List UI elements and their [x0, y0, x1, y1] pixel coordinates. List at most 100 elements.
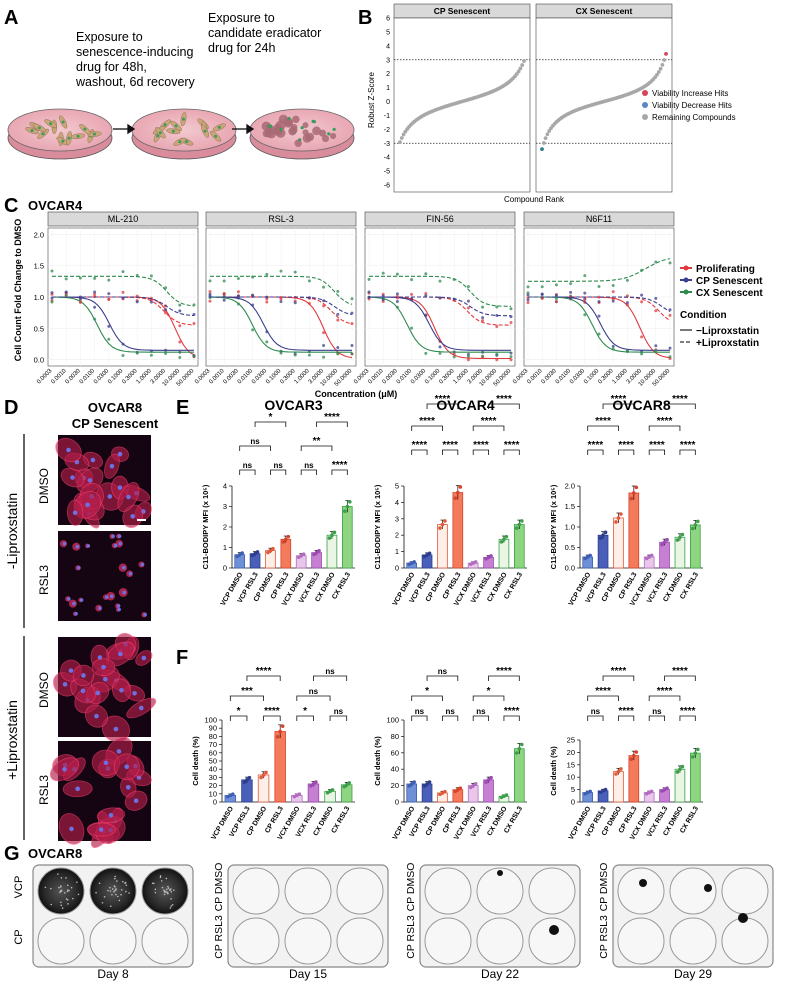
replicate-point	[693, 523, 698, 527]
d-title: OVCAR8	[88, 400, 142, 415]
facet-label: ML-210	[108, 214, 139, 224]
replicate-point	[649, 553, 654, 558]
replicate-point	[438, 526, 442, 530]
significance-bracket	[300, 445, 333, 451]
dose-response-curve	[52, 296, 195, 317]
data-point	[625, 301, 629, 305]
svg-text:Proliferating: Proliferating	[696, 264, 755, 275]
replicate-point	[468, 785, 473, 790]
data-point	[597, 295, 601, 299]
colony-speck	[60, 876, 63, 879]
well	[721, 867, 769, 915]
replicate-point	[255, 550, 260, 554]
cell-nucleus	[61, 139, 65, 143]
data-point	[236, 294, 240, 298]
y-tick-label: 20	[209, 781, 217, 790]
significance-label: ****	[595, 686, 611, 697]
colony-speck	[114, 889, 116, 892]
data-point	[395, 292, 399, 296]
colony-speck	[154, 891, 157, 894]
y-tick-label: 80	[391, 732, 399, 741]
significance-bracket	[679, 715, 696, 721]
culture-dish	[249, 108, 355, 160]
data-point	[583, 298, 587, 302]
significance-bracket	[648, 449, 665, 455]
data-point	[93, 317, 97, 321]
colony-speck	[58, 886, 60, 889]
data-point	[640, 300, 644, 304]
significance-bracket	[263, 715, 281, 721]
facet-strip	[47, 211, 199, 227]
arrows	[113, 123, 255, 135]
data-point	[611, 297, 615, 301]
replicate-point	[649, 789, 654, 794]
y-tick-label: 1	[223, 543, 227, 552]
replicate-point	[588, 553, 592, 558]
significance-label: ****	[649, 440, 665, 451]
significance-bracket	[296, 695, 331, 701]
row-label: CP RSL3	[213, 915, 225, 959]
data-point	[625, 303, 629, 307]
colony-speck	[168, 889, 171, 891]
data-point	[654, 349, 658, 353]
significance-bracket	[331, 469, 348, 475]
replicate-point	[317, 549, 321, 553]
cell-debris	[305, 132, 315, 142]
y-tick-label: 2	[223, 523, 227, 532]
replicate-point	[332, 530, 337, 535]
colony-speck	[111, 888, 114, 890]
compound-point	[399, 136, 404, 140]
significance-bracket	[602, 403, 635, 409]
data-point	[336, 352, 340, 356]
replicate-point	[342, 784, 346, 789]
colony-speck	[65, 877, 67, 879]
colony-speck	[120, 889, 123, 891]
y-tick-label: 4	[395, 498, 399, 507]
cell-debris	[302, 122, 309, 129]
data-point	[192, 312, 196, 316]
panel-g: G OVCAR8 VCP CP Day 8 Day 15 CP DMSO CP RSL…	[4, 843, 774, 981]
replicate-point	[473, 781, 478, 786]
replicate-point	[504, 793, 509, 797]
d-row-label: RSL3	[37, 775, 51, 805]
crystal-violet-plates: Day 8 Day 15 CP DMSO CP RSL3 Day 22 CP DMSO CP…	[32, 863, 774, 981]
bar	[257, 774, 270, 803]
replicate-point	[601, 533, 605, 537]
data-point	[178, 303, 182, 307]
g-title: OVCAR8	[28, 846, 82, 861]
cell-nucleus	[279, 128, 283, 132]
replicate-point	[520, 742, 524, 747]
replicate-point	[675, 770, 680, 774]
day-label: Day 8	[97, 967, 129, 981]
data-point	[438, 279, 442, 283]
colony-speck	[116, 880, 118, 882]
cell-nucleus	[332, 127, 336, 131]
compound-point	[401, 132, 406, 137]
well	[424, 867, 472, 915]
y-tick-label: 0.5	[565, 543, 575, 552]
data-point	[121, 353, 125, 357]
legend-dot	[642, 90, 648, 96]
panel-c: C OVCAR4 0.00.51.01.52.0ML-2100.00030.00…	[4, 195, 763, 399]
significance-label: *	[237, 706, 241, 717]
nucleus	[103, 676, 108, 682]
nucleus	[116, 604, 121, 608]
svg-text:drug for 24h: drug for 24h	[208, 41, 275, 55]
cell-debris	[302, 129, 309, 136]
data-point	[293, 270, 297, 274]
colony-speck	[170, 888, 172, 890]
replicate-point	[407, 784, 411, 788]
micrograph	[52, 632, 157, 743]
replicate-point	[281, 540, 286, 544]
micrographs	[49, 435, 157, 849]
cell-nucleus	[185, 140, 189, 144]
significance-bracket	[239, 469, 256, 475]
colony-speck	[113, 877, 116, 880]
bar	[689, 524, 701, 569]
well	[284, 867, 332, 915]
b-ylabel: Robust Z-Score	[367, 71, 376, 128]
colony-speck	[167, 885, 169, 888]
replicate-point	[484, 780, 488, 784]
